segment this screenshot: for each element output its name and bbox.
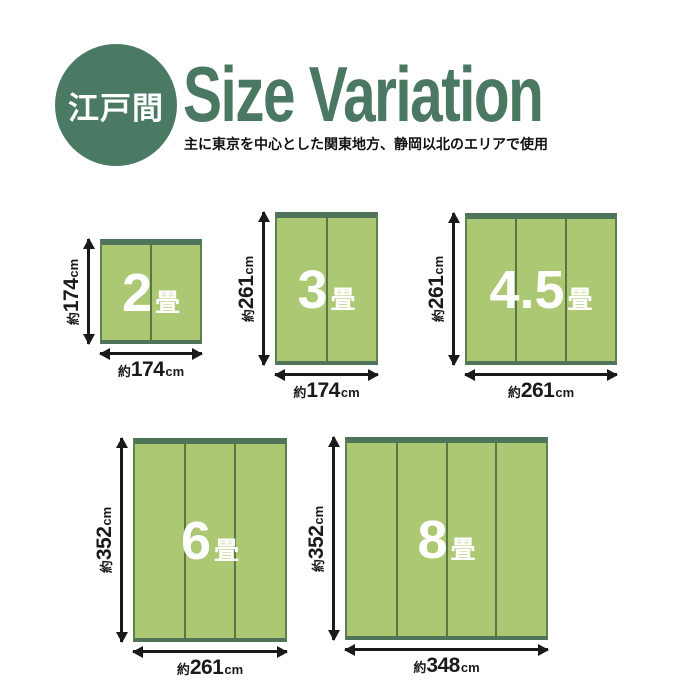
mat-3jo-width-arrow-icon [274,368,379,381]
mat-6jo-width-arrow-icon [132,645,288,658]
mat-4-5jo-size-label: 4.5 畳 [489,260,593,320]
mat-divider [150,245,152,340]
page-subtitle: 主に東京を中心とした関東地方、静岡以北のエリアで使用 [184,136,548,152]
mat-4-5jo-rect: 4.5 畳 [465,213,617,365]
mat-8jo-width-label: 約 348 cm [413,654,480,677]
edoma-badge: 江戸間 [55,44,177,166]
mat-4-5jo-height-arrow-icon [447,212,460,366]
mat-6jo-width-label: 約 261 cm [176,656,244,679]
mat-6jo-height-label: 約 352 cm [93,506,117,574]
mat-divider [445,443,448,636]
mat-8jo-height-arrow-icon [327,436,340,641]
mat-divider [183,444,186,638]
mat-divider [564,219,567,361]
mat-4-5jo-width-arrow-icon [464,368,618,381]
mat-3jo-width-label: 約 174 cm [293,379,360,402]
mat-divider [395,443,398,636]
mat-2jo-width-arrow-icon [99,347,203,360]
mat-divider [325,218,328,361]
page-title: Size Variation [183,50,544,138]
mat-2jo-height-label: 約 174 cm [60,258,84,325]
mat-8jo-width-arrow-icon [344,643,549,656]
mat-3jo-height-arrow-icon [257,211,270,366]
mat-4-5jo-width-label: 約 261 cm [507,379,575,402]
mat-6jo-height-arrow-icon [115,437,128,643]
mat-4-5jo-height-label: 約 261 cm [425,255,449,323]
mat-3jo-height-label: 約 261 cm [235,255,259,322]
mat-2jo-height-arrow-icon [82,238,95,345]
mat-divider [495,443,498,636]
mat-divider [515,219,518,361]
mat-8jo-height-label: 約 352 cm [305,505,329,572]
mat-divider [234,444,236,638]
mat-2jo-width-label: 約 174 cm [117,358,185,381]
